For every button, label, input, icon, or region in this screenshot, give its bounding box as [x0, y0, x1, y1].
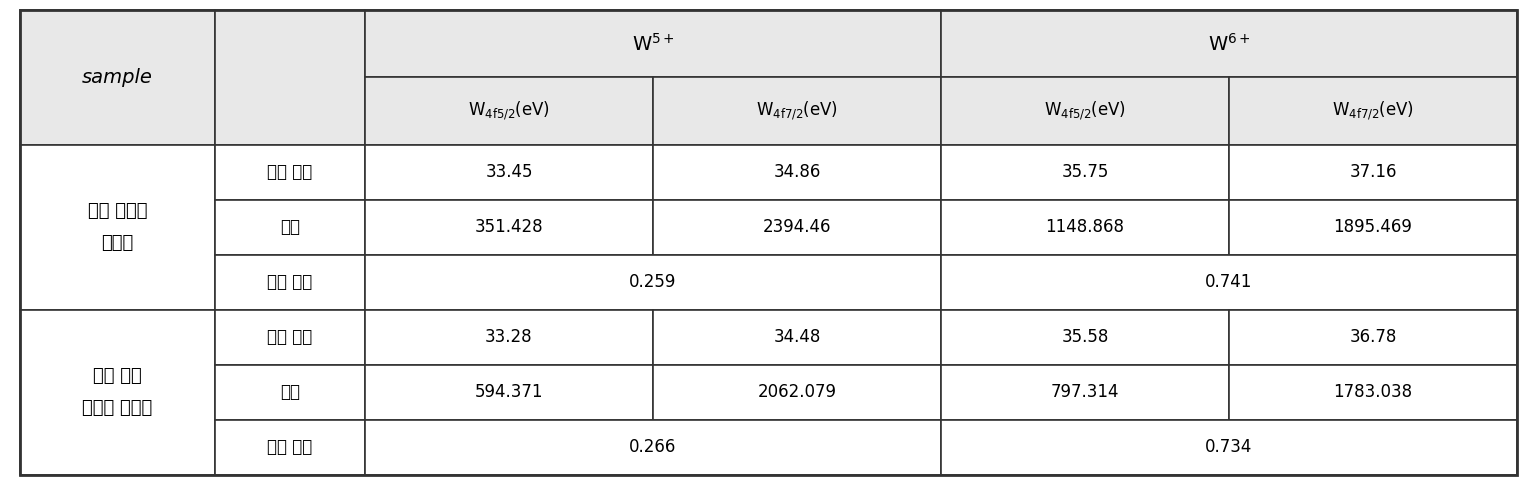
Text: 1783.038: 1783.038	[1334, 384, 1413, 401]
Bar	[20, 10, 215, 145]
Bar	[364, 77, 653, 145]
Bar	[653, 200, 941, 255]
Text: 351.428: 351.428	[475, 218, 543, 236]
Text: 594.371: 594.371	[475, 384, 543, 401]
Bar	[364, 10, 941, 77]
Bar	[1230, 145, 1517, 200]
Bar	[941, 200, 1230, 255]
Bar	[364, 420, 941, 475]
Text: 34.86: 34.86	[773, 163, 821, 181]
Bar	[364, 310, 653, 365]
Text: 면적 비율: 면적 비율	[267, 439, 312, 456]
Text: 33.45: 33.45	[486, 163, 533, 181]
Text: 면적: 면적	[280, 218, 300, 236]
Text: $\mathregular{W^{5+}}$: $\mathregular{W^{5+}}$	[632, 33, 675, 55]
Text: 33.28: 33.28	[486, 328, 533, 346]
Bar	[215, 200, 364, 255]
Bar	[20, 310, 215, 475]
Bar	[364, 365, 653, 420]
Text: 세싘 팅스텐
브론즈: 세싘 팅스텐 브론즈	[88, 202, 148, 253]
Bar	[1230, 200, 1517, 255]
Text: 1148.868: 1148.868	[1045, 218, 1125, 236]
Text: 36.78: 36.78	[1349, 328, 1397, 346]
Text: 35.58: 35.58	[1062, 328, 1108, 346]
Bar	[1230, 77, 1517, 145]
Text: 2394.46: 2394.46	[762, 218, 832, 236]
Bar	[653, 145, 941, 200]
Bar	[941, 10, 1517, 77]
Text: sample: sample	[81, 68, 154, 87]
Text: 0.266: 0.266	[629, 439, 676, 456]
Bar	[215, 255, 364, 310]
Text: 피크 위치: 피크 위치	[267, 328, 312, 346]
Bar	[215, 10, 364, 145]
Bar	[1230, 310, 1517, 365]
Bar	[1230, 365, 1517, 420]
Text: 2062.079: 2062.079	[758, 384, 836, 401]
Text: 소듓 세싘
팅스텐 브론즈: 소듓 세싘 팅스텐 브론즈	[83, 368, 152, 417]
Text: $\mathregular{W_{4f7/2}(eV)}$: $\mathregular{W_{4f7/2}(eV)}$	[1333, 100, 1414, 122]
Bar	[941, 145, 1230, 200]
Bar	[941, 77, 1230, 145]
Text: 0.741: 0.741	[1205, 273, 1253, 291]
Bar	[941, 255, 1517, 310]
Bar	[364, 255, 941, 310]
Text: 1895.469: 1895.469	[1334, 218, 1413, 236]
Bar	[215, 365, 364, 420]
Bar	[215, 420, 364, 475]
Bar	[653, 77, 941, 145]
Text: 797.314: 797.314	[1051, 384, 1119, 401]
Text: 0.734: 0.734	[1205, 439, 1253, 456]
Bar	[364, 200, 653, 255]
Bar	[215, 145, 364, 200]
Text: 34.48: 34.48	[773, 328, 821, 346]
Bar	[941, 310, 1230, 365]
Bar	[653, 365, 941, 420]
Text: 면적 비율: 면적 비율	[267, 273, 312, 291]
Text: $\mathregular{W_{4f5/2}(eV)}$: $\mathregular{W_{4f5/2}(eV)}$	[1044, 100, 1127, 122]
Text: $\mathregular{W_{4f5/2}(eV)}$: $\mathregular{W_{4f5/2}(eV)}$	[467, 100, 550, 122]
Bar	[364, 145, 653, 200]
Text: $\mathregular{W_{4f7/2}(eV)}$: $\mathregular{W_{4f7/2}(eV)}$	[756, 100, 838, 122]
Bar	[20, 145, 215, 310]
Bar	[653, 310, 941, 365]
Bar	[941, 420, 1517, 475]
Bar	[215, 310, 364, 365]
Text: 37.16: 37.16	[1349, 163, 1397, 181]
Text: 0.259: 0.259	[629, 273, 676, 291]
Text: 35.75: 35.75	[1062, 163, 1108, 181]
Text: $\mathregular{W^{6+}}$: $\mathregular{W^{6+}}$	[1208, 33, 1251, 55]
Bar	[941, 365, 1230, 420]
Text: 면적: 면적	[280, 384, 300, 401]
Text: 피크 위치: 피크 위치	[267, 163, 312, 181]
